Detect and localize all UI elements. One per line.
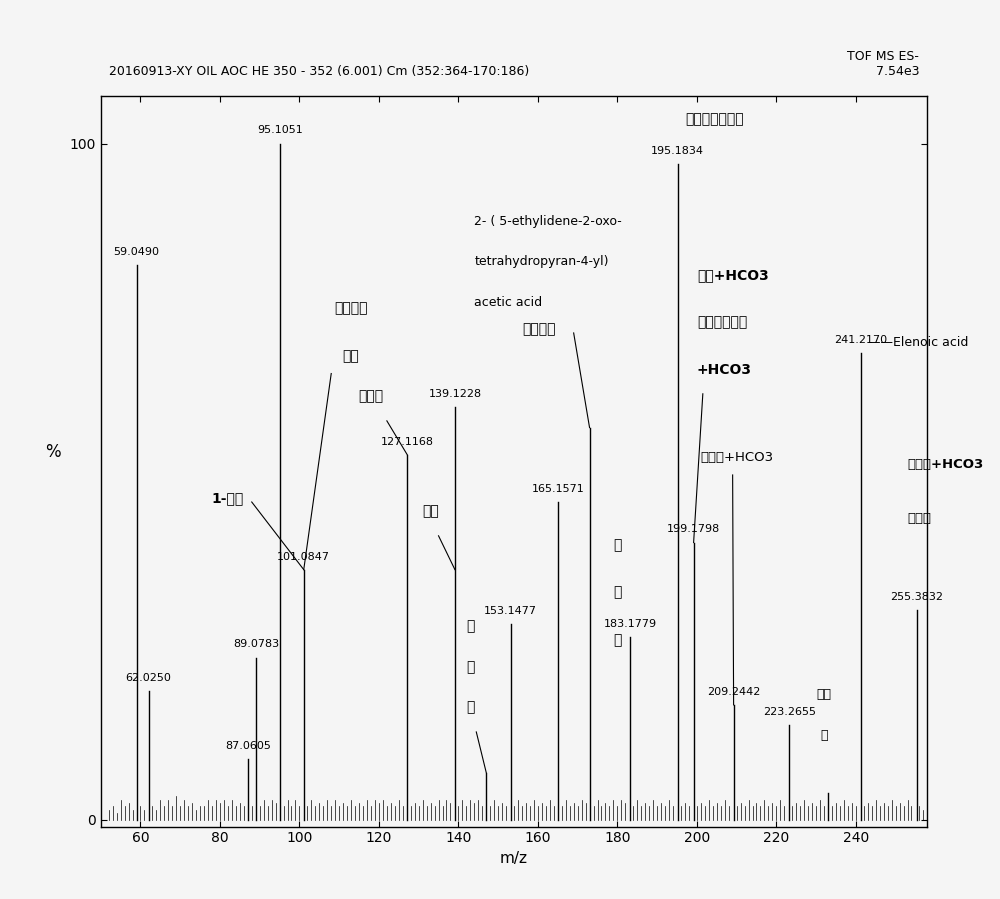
Text: 209.2442: 209.2442 [707,687,760,697]
Text: 阿魏酸+HCO3: 阿魏酸+HCO3 [908,458,984,471]
Text: 桂: 桂 [466,660,475,674]
Text: 89.0783: 89.0783 [233,639,279,649]
Text: 59.0490: 59.0490 [114,247,160,257]
Text: 棕榈酸: 棕榈酸 [908,512,932,525]
Y-axis label: %: % [45,443,61,461]
Text: 199.1798: 199.1798 [667,524,720,535]
Text: 羟基酪醇: 羟基酪醇 [522,322,555,336]
Text: 62.0250: 62.0250 [126,673,171,683]
Text: 127.1168: 127.1168 [381,437,434,447]
Text: 羟基酪醇乙酸酯: 羟基酪醇乙酸酯 [685,112,744,127]
Text: 肉桂酸+HCO3: 肉桂酸+HCO3 [701,451,774,465]
Text: 183.1779: 183.1779 [603,619,657,629]
Text: ——Elenoic acid: ——Elenoic acid [868,336,968,350]
Text: 酸: 酸 [820,729,828,742]
Text: acetic acid: acetic acid [474,296,542,309]
Text: TOF MS ES-
7.54e3: TOF MS ES- 7.54e3 [847,50,919,78]
Text: 195.1834: 195.1834 [651,146,704,156]
Text: 255.3832: 255.3832 [890,592,943,602]
Text: 95.1051: 95.1051 [257,126,303,136]
Text: +HCO3: +HCO3 [697,362,752,377]
Text: 153.1477: 153.1477 [484,606,537,616]
Text: 羟基安息: 羟基安息 [334,302,368,316]
Text: 1-己醇: 1-己醇 [212,491,244,505]
Text: 241.2170: 241.2170 [834,335,887,345]
Text: 139.1228: 139.1228 [428,389,481,399]
Text: 87.0605: 87.0605 [225,741,271,751]
X-axis label: m/z: m/z [500,851,528,866]
Text: 酪醇: 酪醇 [422,504,439,519]
Text: tetrahydropyran-4-yl): tetrahydropyran-4-yl) [474,255,609,268]
Text: 165.1571: 165.1571 [532,484,585,494]
Text: 香豆酸: 香豆酸 [358,389,384,404]
Text: 101.0847: 101.0847 [277,551,330,562]
Text: 酸: 酸 [613,633,622,647]
Text: 20160913-XY OIL AOC HE 350 - 352 (6.001) Cm (352:364-170:186): 20160913-XY OIL AOC HE 350 - 352 (6.001)… [109,65,529,78]
Text: 2- ( 5-ethylidene-2-oxo-: 2- ( 5-ethylidene-2-oxo- [474,215,622,227]
Text: 羟基安息香酸: 羟基安息香酸 [697,316,747,329]
Text: 酸: 酸 [466,700,475,715]
Text: 肉: 肉 [466,619,475,634]
Text: 魏: 魏 [613,585,622,600]
Text: 香酸: 香酸 [343,349,359,363]
Text: 芥子: 芥子 [817,688,832,701]
Text: 酪醇+HCO3: 酪醇+HCO3 [697,268,769,282]
Text: 阿: 阿 [613,539,622,552]
Text: 223.2655: 223.2655 [763,707,816,717]
